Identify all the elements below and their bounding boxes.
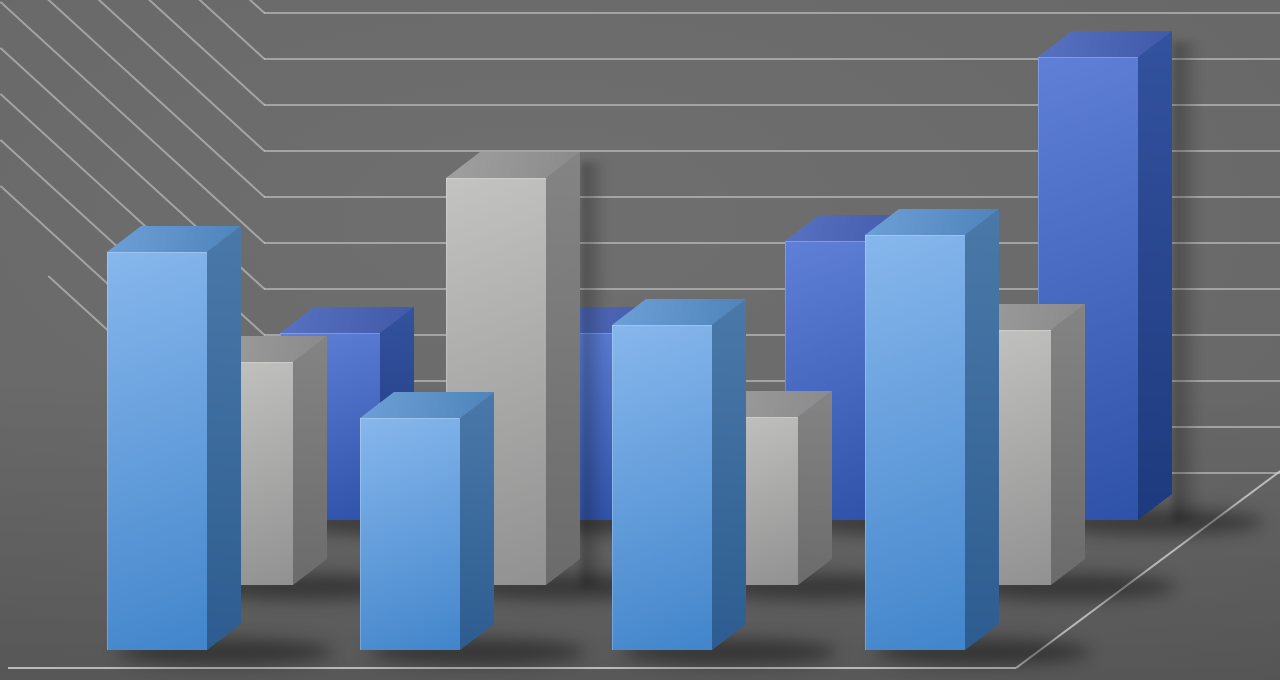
gridline-horizontal bbox=[264, 196, 1280, 198]
gridline-horizontal bbox=[264, 58, 1280, 60]
gridline-horizontal bbox=[264, 104, 1280, 106]
gridline-horizontal bbox=[264, 288, 1280, 290]
bar-side-face-front-light-blue-cat2 bbox=[460, 392, 494, 650]
bar-side-face-front-light-blue-cat1 bbox=[207, 226, 241, 650]
bar-side-face-middle-gray-cat1 bbox=[293, 336, 327, 585]
gridline-horizontal bbox=[264, 334, 1280, 336]
bar-front-face-front-light-blue-cat3 bbox=[612, 325, 712, 650]
wall-shadow bbox=[1173, 42, 1201, 522]
bar-side-face-back-royal-blue-cat4 bbox=[1138, 31, 1172, 520]
bar-front-face-front-light-blue-cat2 bbox=[360, 418, 460, 650]
bar-side-face-front-light-blue-cat3 bbox=[712, 299, 746, 650]
gridline-horizontal bbox=[264, 150, 1280, 152]
bar-side-face-middle-gray-cat4 bbox=[1051, 304, 1085, 585]
bar-front-face-front-light-blue-cat1 bbox=[107, 252, 207, 650]
gridline-diagonal bbox=[0, 0, 265, 106]
gridline-diagonal bbox=[0, 0, 265, 14]
gridline-horizontal bbox=[264, 12, 1280, 14]
gridline-horizontal bbox=[264, 242, 1280, 244]
floor-front-edge bbox=[8, 667, 1016, 669]
gridline-horizontal bbox=[264, 380, 1280, 382]
bar-side-face-front-light-blue-cat4 bbox=[965, 209, 999, 650]
wall-shadow bbox=[581, 162, 607, 587]
bar-side-face-middle-gray-cat2 bbox=[546, 152, 580, 585]
gridline-diagonal bbox=[0, 1, 265, 244]
bar-side-face-middle-gray-cat3 bbox=[798, 391, 832, 585]
bar-front-face-front-light-blue-cat4 bbox=[865, 235, 965, 650]
